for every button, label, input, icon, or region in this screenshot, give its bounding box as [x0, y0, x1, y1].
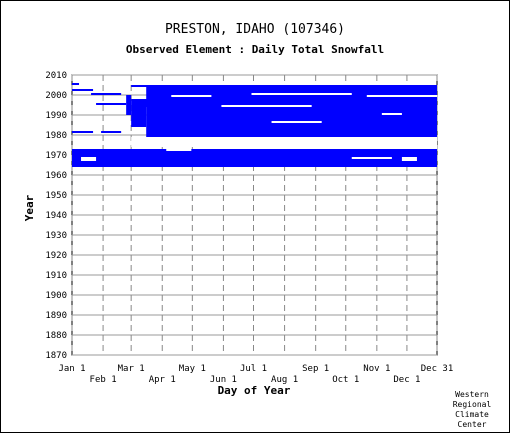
y-tick-label: 1880 [45, 331, 67, 341]
y-tick-label: 1940 [45, 211, 67, 221]
y-tick-label: 1950 [45, 191, 67, 201]
data-gap [366, 95, 437, 97]
data-block [72, 89, 92, 91]
x-tick-label: Jul 1 [240, 364, 267, 374]
x-tick-label: Dec 1 [393, 375, 420, 385]
data-block [72, 149, 167, 151]
data-gap [131, 137, 192, 147]
data-gap [171, 95, 212, 97]
y-tick-label: 1990 [45, 111, 67, 121]
x-tick-label: Feb 1 [90, 375, 117, 385]
x-tick-label: Apr 1 [149, 375, 176, 385]
y-axis-title: Year [23, 194, 36, 221]
data-block [72, 151, 437, 157]
x-tick-label: May 1 [179, 364, 206, 374]
y-tick-label: 1920 [45, 251, 67, 261]
data-block [72, 161, 437, 167]
y-tick-label: 1980 [45, 131, 67, 141]
data-gap [191, 137, 222, 147]
data-gap [351, 157, 392, 159]
data-block [401, 123, 437, 125]
x-tick-label: Nov 1 [363, 364, 390, 374]
data-block [131, 99, 172, 107]
data-block [96, 103, 127, 105]
x-tick-label: Sep 1 [302, 364, 329, 374]
data-block [126, 95, 132, 115]
y-tick-label: 1970 [45, 151, 67, 161]
x-tick-label: Jun 1 [210, 375, 237, 385]
x-tick-label: Mar 1 [118, 364, 145, 374]
y-tick-label: 1890 [45, 311, 67, 321]
x-axis-title: Day of Year [218, 384, 291, 397]
data-block [131, 85, 437, 87]
credit-text: Western Regional Climate Center [452, 390, 492, 429]
x-tick-labels: Jan 1 Mar 1 May 1 Jul 1 Sep 1 Nov 1 Dec 31 Feb … [58, 364, 453, 385]
data-block [72, 155, 82, 161]
data-block [72, 131, 94, 133]
data-gap [271, 121, 322, 123]
chart-title: PRESTON, IDAHO (107346) [164, 22, 345, 37]
x-tick-label: Jan 1 [58, 364, 85, 374]
data-block [401, 109, 437, 113]
y-tick-label: 1910 [45, 271, 67, 281]
y-tick-label: 1960 [45, 171, 67, 181]
y-tick-labels: 1870 1880 1890 1900 1910 1920 1930 1940 1950 1960… [45, 71, 67, 361]
data-gap [251, 93, 352, 95]
data-block [401, 93, 437, 103]
data-gap [381, 113, 402, 115]
y-tick-label: 2000 [45, 91, 67, 101]
x-tick-label: Oct 1 [332, 375, 359, 385]
data-block [191, 149, 437, 151]
y-tick-label: 1900 [45, 291, 67, 301]
data-block [91, 93, 122, 95]
data-block [72, 83, 80, 85]
data-block [101, 131, 122, 133]
data-blocks [72, 83, 438, 167]
x-tick-label: Aug 1 [271, 375, 298, 385]
y-tick-label: 2010 [45, 71, 67, 81]
data-gap [401, 157, 417, 161]
y-tick-label: 1870 [45, 351, 67, 361]
data-block [96, 157, 438, 161]
y-tick-label: 1930 [45, 231, 67, 241]
data-gap [221, 137, 437, 149]
data-gap [221, 105, 312, 107]
chart-subtitle: Observed Element : Daily Total Snowfall [125, 43, 385, 56]
data-block [131, 107, 147, 127]
x-tick-label: Dec 31 [421, 364, 454, 374]
